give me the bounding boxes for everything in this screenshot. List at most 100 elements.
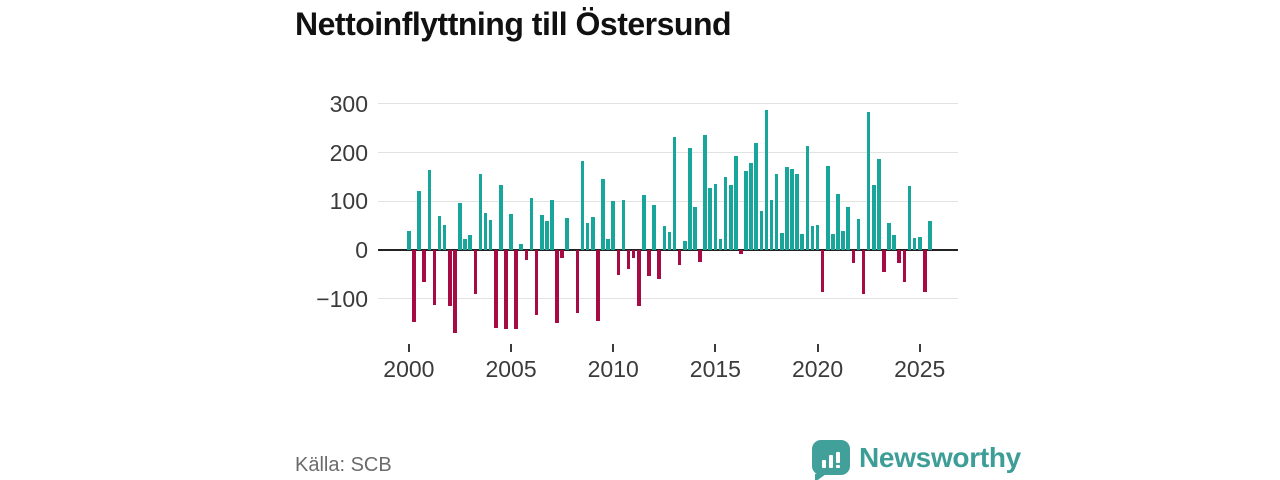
logo-mini-bar-1 [821,460,827,468]
bar-2018q3 [785,166,789,250]
bar-2000q1 [407,230,411,250]
bar-2018q4 [790,169,794,250]
bar-2013q4 [688,147,692,250]
bar-2016q3 [744,171,748,250]
bar-2019q4 [810,226,815,250]
bar-2010q2 [616,250,621,276]
logo-mini-bar-2 [828,455,834,468]
bar-2022q2 [861,250,866,295]
bar-2007q3 [560,250,564,259]
bar-2006q3 [539,214,544,250]
bar-2019q3 [805,145,810,250]
bar-2006q1 [529,197,534,250]
bar-2001q3 [437,215,442,250]
bar-2005q4 [524,250,529,260]
bar-2013q1 [672,137,677,250]
bar-2021q2 [841,230,845,250]
x-tick-2005 [510,344,513,352]
bar-2023q2 [882,250,886,273]
bar-2011q1 [631,250,636,259]
bar-2017q1 [754,142,759,250]
newsworthy-logo[interactable]: Newsworthy [812,440,1021,480]
bar-2025q3 [928,221,932,250]
bar-2022q3 [866,111,871,250]
bar-2014q2 [698,250,702,262]
gridline-y-100 [378,200,958,202]
bar-2019q2 [800,234,805,250]
bar-2022q1 [856,218,861,250]
bar-2010q3 [621,200,626,250]
bar-2024q3 [907,186,912,250]
bar-2020q1 [815,224,820,250]
bar-2021q3 [846,207,850,250]
x-axis-label-2010: 2010 [587,356,639,382]
bar-2012q1 [652,204,656,250]
bar-2012q4 [667,232,672,250]
y-axis-label-100: 100 [329,188,368,215]
bar-2018q1 [774,173,779,250]
bar-2002q3 [458,202,462,250]
bar-2016q2 [739,250,743,254]
x-axis-label-2000: 2000 [383,356,435,382]
bar-2001q2 [432,250,437,305]
bar-2005q2 [514,250,518,329]
x-tick-2000 [407,344,410,352]
x-tick-2025 [918,344,921,352]
bar-2023q4 [892,234,896,250]
bar-2002q4 [463,239,467,250]
bar-2013q2 [677,250,682,265]
bar-2017q4 [769,199,774,250]
bar-2011q4 [647,250,651,277]
bar-2003q1 [468,235,472,250]
bar-2022q4 [871,185,876,250]
bar-2006q2 [534,250,539,316]
bar-2004q4 [504,250,508,330]
bar-2008q2 [575,250,580,314]
bar-2019q1 [795,173,799,250]
bar-2003q3 [478,173,483,250]
bar-2016q4 [749,163,753,250]
bar-2007q1 [550,199,554,250]
y-axis-label-300: 300 [329,90,368,117]
bar-2015q4 [728,185,733,250]
bar-2008q3 [580,160,585,250]
gridline-y-200 [378,152,958,154]
bar-2000q4 [422,250,427,282]
x-axis-zero-line [378,249,958,251]
bar-2025q1 [917,236,922,250]
bar-2014q3 [703,134,707,250]
x-tick-2010 [612,344,615,352]
bar-2009q2 [596,250,600,321]
bar-2012q3 [662,225,667,250]
bar-2011q3 [642,195,646,250]
bar-2023q1 [877,158,881,250]
bar-2018q2 [780,232,784,250]
bar-2021q4 [851,250,856,263]
bar-2014q4 [708,187,713,250]
bar-2013q3 [682,240,687,250]
x-tick-2015 [714,344,717,352]
bar-2005q3 [519,244,524,250]
bar-2004q1 [488,219,493,250]
bar-2012q2 [657,250,661,280]
x-axis-label-2015: 2015 [689,356,741,382]
bar-2020q4 [831,234,835,250]
bar-2001q4 [442,224,447,250]
bar-2020q2 [820,250,825,292]
bar-2015q1 [713,184,718,250]
bar-2003q4 [483,213,488,250]
bar-2015q3 [723,176,728,250]
bar-2005q1 [509,213,513,250]
bar-2024q1 [897,250,902,264]
bar-2007q2 [555,250,559,324]
bar-2020q3 [825,165,830,250]
newsworthy-wordmark: Newsworthy [859,441,1021,473]
gridline-y-300 [378,103,958,105]
bar-2004q3 [499,185,503,250]
bar-2024q4 [912,237,917,250]
bar-2010q1 [611,201,616,250]
bar-2009q4 [606,239,610,250]
x-axis-label-2025: 2025 [894,356,946,382]
bar-2000q3 [417,191,421,250]
